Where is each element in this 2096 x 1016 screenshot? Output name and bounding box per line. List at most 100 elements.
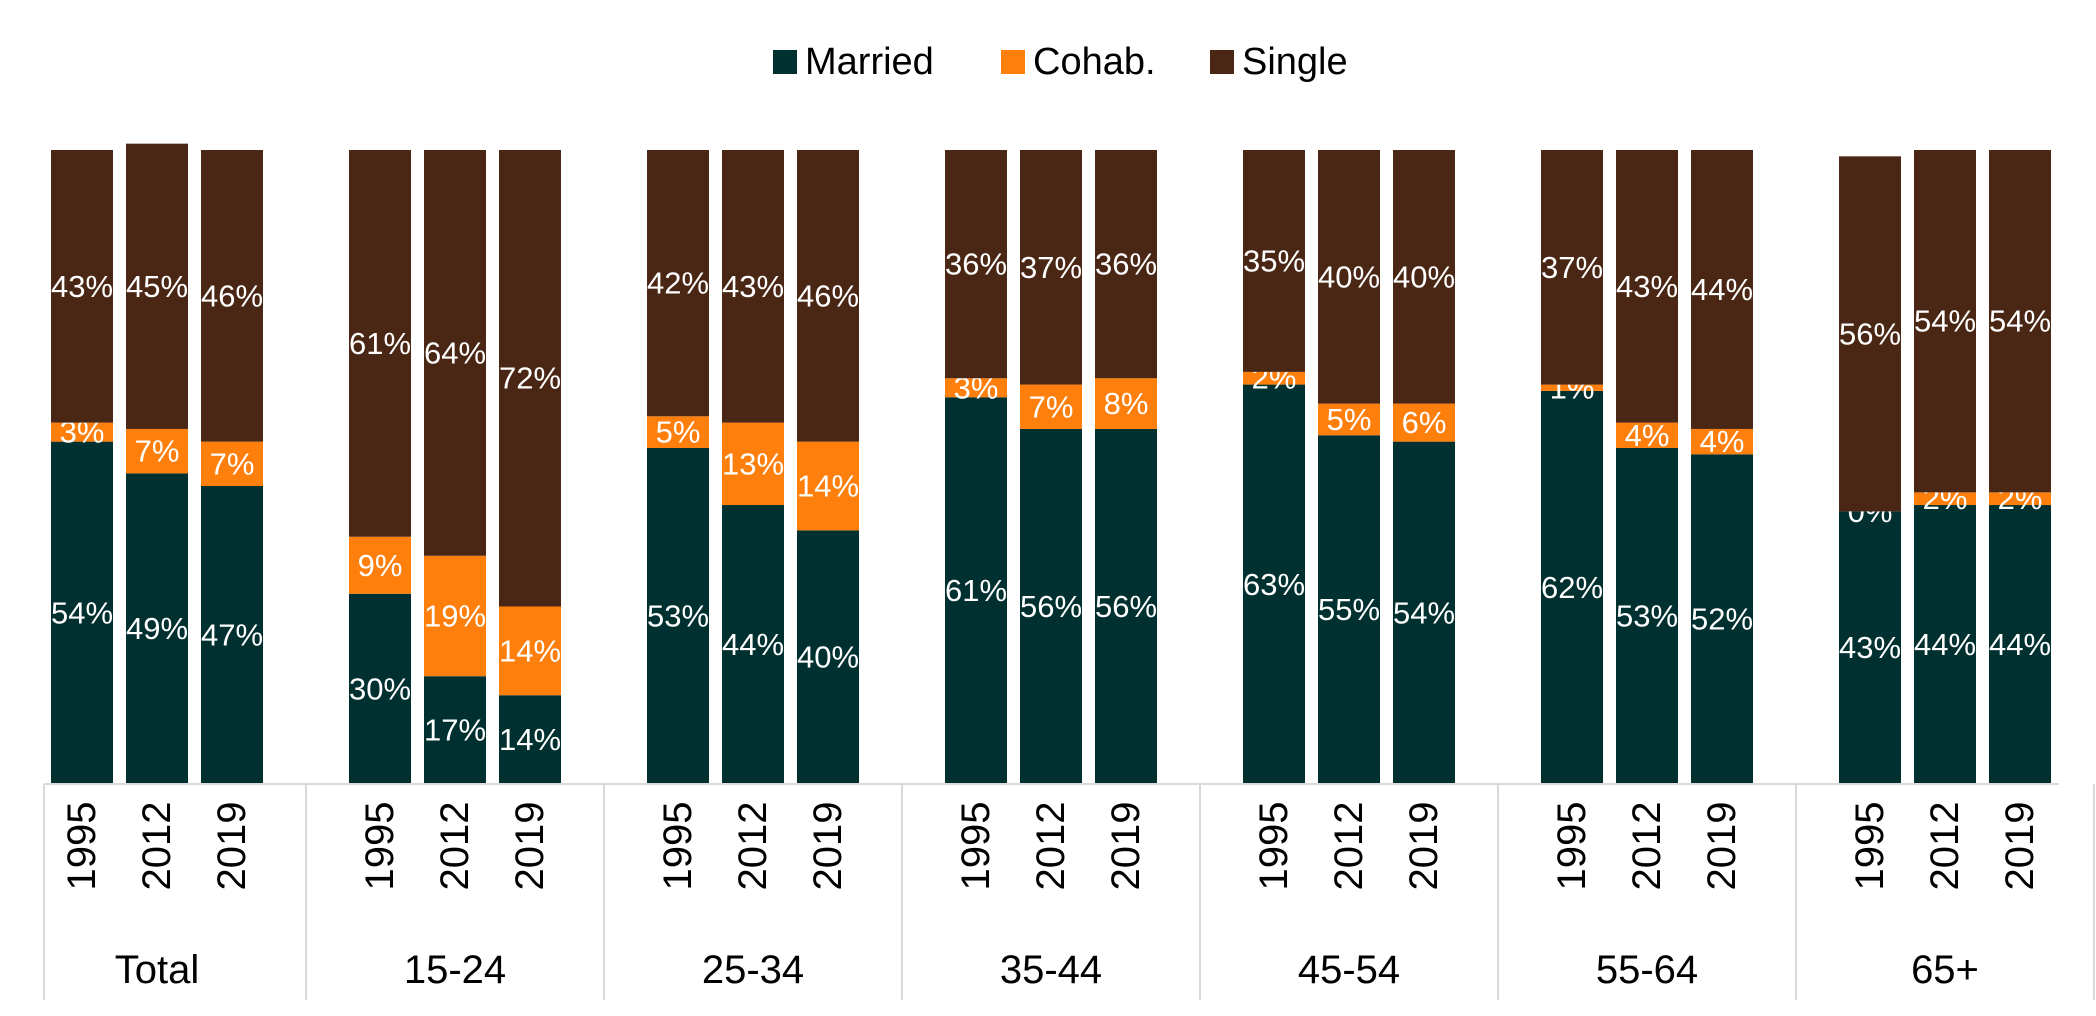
bar-segment <box>1318 150 1380 404</box>
data-label: 53% <box>647 598 709 633</box>
bar-segment <box>1095 378 1157 429</box>
data-label: 30% <box>349 671 411 706</box>
bar-segment <box>1914 492 1976 506</box>
bar-segment <box>1541 150 1603 385</box>
bar-segment <box>349 536 411 594</box>
bar-segment <box>1914 505 1976 784</box>
data-label: 14% <box>499 633 561 668</box>
data-label: 54% <box>51 595 113 630</box>
bar-segment <box>797 441 859 531</box>
bar-segment <box>797 530 859 784</box>
bar-segment <box>722 422 784 506</box>
bar-segment <box>1541 390 1603 784</box>
data-label: 43% <box>1616 269 1678 304</box>
data-label: 43% <box>722 269 784 304</box>
legend-label: Single <box>1242 41 1348 83</box>
bar-segment <box>349 150 411 537</box>
bar-segment <box>1691 150 1753 429</box>
legend-label: Cohab. <box>1033 41 1156 83</box>
legend-swatch <box>1001 50 1025 74</box>
bar-segment <box>499 150 561 607</box>
x-tick-label: 2019 <box>508 802 552 891</box>
data-label: 64% <box>424 335 486 370</box>
data-label: 49% <box>126 611 188 646</box>
data-label: 14% <box>797 469 859 504</box>
data-label: 36% <box>945 247 1007 282</box>
x-tick-label: 2019 <box>210 802 254 891</box>
data-label: 37% <box>1020 250 1082 285</box>
bar-segment <box>1691 454 1753 784</box>
data-label: 6% <box>1402 405 1447 440</box>
data-label: 7% <box>1029 389 1074 424</box>
x-tick-label: 1995 <box>60 802 104 891</box>
data-label: 37% <box>1541 250 1603 285</box>
data-label: 56% <box>1839 316 1901 351</box>
x-tick-label: 1995 <box>954 802 998 891</box>
bar-segment <box>1839 156 1901 512</box>
group-label: 15-24 <box>404 948 506 992</box>
x-tick-label: 1995 <box>1550 802 1594 891</box>
data-label: 36% <box>1095 247 1157 282</box>
group-label: 25-34 <box>702 948 804 992</box>
bar-segment <box>201 150 263 442</box>
data-label: 4% <box>1700 424 1745 459</box>
data-label: 4% <box>1625 418 1670 453</box>
x-tick-label: 2019 <box>806 802 850 891</box>
bar-segment <box>647 416 709 448</box>
bar-segment <box>1914 150 1976 493</box>
data-label: 61% <box>945 573 1007 608</box>
x-tick-label: 2019 <box>1402 802 1446 891</box>
data-label: 40% <box>1318 259 1380 294</box>
bar-segment <box>424 150 486 556</box>
bar-segment <box>201 486 263 784</box>
data-label: 53% <box>1616 598 1678 633</box>
data-label: 54% <box>1989 304 2051 339</box>
data-label: 7% <box>210 446 255 481</box>
data-label: 61% <box>349 326 411 361</box>
data-label: 7% <box>135 434 180 469</box>
data-label: 46% <box>797 278 859 313</box>
bar-segment <box>1318 403 1380 436</box>
group-label: 65+ <box>1911 948 1979 992</box>
data-label: 55% <box>1318 592 1380 627</box>
x-tick-label: 2019 <box>1700 802 1744 891</box>
x-tick-label: 1995 <box>1252 802 1296 891</box>
bar-segment <box>51 422 113 442</box>
group-label: 45-54 <box>1298 948 1400 992</box>
data-label: 52% <box>1691 602 1753 637</box>
bar-segment <box>1691 428 1753 455</box>
bar-segment <box>1318 435 1380 784</box>
data-label: 44% <box>1914 627 1976 662</box>
data-label: 35% <box>1243 243 1305 278</box>
group-label: 35-44 <box>1000 948 1102 992</box>
data-label: 5% <box>656 415 701 450</box>
data-label: 62% <box>1541 570 1603 605</box>
bar-segment <box>424 676 486 784</box>
data-label: 43% <box>51 269 113 304</box>
bar-segment <box>499 695 561 784</box>
x-tick-label: 1995 <box>656 802 700 891</box>
legend-label: Married <box>805 41 934 83</box>
bar-segment <box>1020 428 1082 784</box>
data-label: 13% <box>722 446 784 481</box>
bar-segment <box>349 593 411 784</box>
data-label: 54% <box>1393 595 1455 630</box>
bar-segment <box>1095 150 1157 379</box>
x-tick-label: 2019 <box>1104 802 1148 891</box>
data-label: 47% <box>201 618 263 653</box>
legend-swatch <box>1210 50 1234 74</box>
data-label: 44% <box>1989 627 2051 662</box>
bar-segment <box>126 143 188 429</box>
bar-segment <box>722 505 784 784</box>
bar-segment <box>1839 511 1901 784</box>
x-tick-label: 1995 <box>1848 802 1892 891</box>
data-label: 54% <box>1914 304 1976 339</box>
x-tick-label: 2012 <box>1327 802 1371 891</box>
bar-segment <box>1541 384 1603 391</box>
x-tick-label: 2012 <box>1923 802 1967 891</box>
data-label: 56% <box>1020 589 1082 624</box>
bar-segment <box>1989 505 2051 784</box>
bar-segment <box>945 150 1007 379</box>
bar-segment <box>1393 403 1455 442</box>
